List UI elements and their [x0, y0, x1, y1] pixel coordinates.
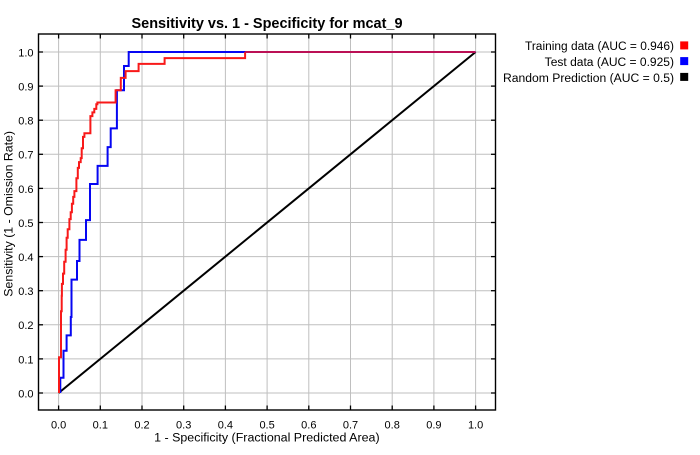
svg-text:0.2: 0.2: [18, 320, 33, 332]
svg-text:0.7: 0.7: [18, 150, 33, 162]
svg-text:0.3: 0.3: [176, 420, 191, 432]
svg-text:0.0: 0.0: [18, 388, 33, 400]
svg-text:0.6: 0.6: [18, 184, 33, 196]
svg-text:0.9: 0.9: [426, 420, 441, 432]
svg-text:Test data (AUC = 0.925): Test data (AUC = 0.925): [545, 57, 674, 69]
svg-text:0.6: 0.6: [301, 420, 316, 432]
svg-text:0.8: 0.8: [18, 116, 33, 128]
svg-text:0.9: 0.9: [18, 82, 33, 94]
svg-text:0.4: 0.4: [18, 252, 33, 264]
svg-text:0.0: 0.0: [51, 420, 66, 432]
svg-text:0.1: 0.1: [93, 420, 108, 432]
svg-text:0.8: 0.8: [385, 420, 400, 432]
svg-text:0.5: 0.5: [259, 420, 274, 432]
svg-text:0.2: 0.2: [134, 420, 149, 432]
svg-text:0.7: 0.7: [343, 420, 358, 432]
svg-text:1 - Specificity (Fractional P: 1 - Specificity (Fractional Predicted Ar…: [154, 433, 380, 445]
svg-text:0.5: 0.5: [18, 218, 33, 230]
svg-text:Sensitivity vs. 1 - Specificit: Sensitivity vs. 1 - Specificity for mcat…: [132, 15, 403, 32]
svg-text:Training data (AUC = 0.946): Training data (AUC = 0.946): [525, 41, 674, 53]
svg-text:Random Prediction (AUC = 0.5): Random Prediction (AUC = 0.5): [503, 73, 674, 85]
svg-text:Sensitivity (1 - Omission Rat: Sensitivity (1 - Omission Rate): [2, 131, 16, 297]
svg-text:0.3: 0.3: [18, 286, 33, 298]
svg-text:0.1: 0.1: [18, 354, 33, 366]
svg-text:0.4: 0.4: [218, 420, 233, 432]
svg-text:1.0: 1.0: [468, 420, 483, 432]
svg-text:1.0: 1.0: [18, 47, 33, 59]
